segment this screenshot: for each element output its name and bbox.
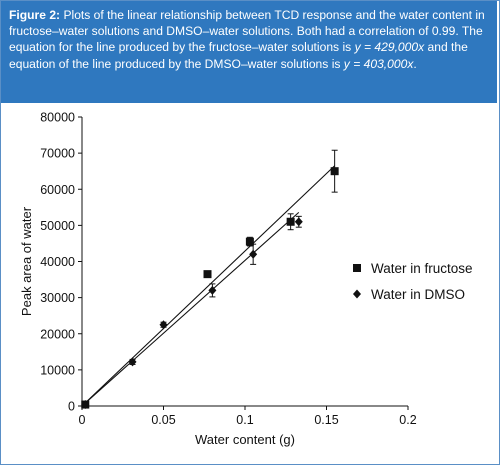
y-tick-label: 60000 (40, 183, 75, 197)
caption-text-3: . (413, 56, 417, 71)
diamond-data-point (159, 320, 168, 330)
diamond-data-point (208, 285, 217, 295)
x-tick-label: 0.05 (151, 413, 175, 427)
legend-label: Water in DMSO (371, 287, 465, 302)
dmso-equation: y = 403,000x (343, 56, 414, 71)
x-tick-label: 0 (79, 413, 86, 427)
y-axis-title: Peak area of water (19, 206, 34, 316)
diamond-data-point (249, 249, 258, 259)
fructose-equation: y = 429,000x (354, 40, 425, 55)
caption-text-2: and the equation of the line produced by… (9, 40, 468, 71)
legend: Water in fructose Water in DMSO (353, 261, 473, 302)
data-markers (81, 167, 339, 410)
trend-lines (84, 165, 336, 404)
y-tick-label: 50000 (40, 219, 75, 233)
figure-caption: Figure 2: Plots of the linear relationsh… (1, 1, 497, 103)
diamond-data-point (128, 357, 137, 367)
y-tick-label: 20000 (40, 327, 75, 341)
y-tick-label: 80000 (40, 111, 75, 125)
error-bars (129, 149, 338, 365)
y-tick-label: 0 (68, 400, 75, 414)
square-data-point (203, 270, 212, 279)
figure-label: Figure 2: (9, 8, 61, 22)
x-axis-ticks: 0 0.05 0.1 0.15 0.2 (79, 406, 417, 427)
x-tick-label: 0.15 (314, 413, 338, 427)
diamond-data-point (81, 400, 90, 410)
legend-diamond-marker (353, 289, 361, 299)
diamond-data-point (294, 217, 303, 227)
x-tick-label: 0.2 (399, 413, 416, 427)
trend-line (84, 211, 300, 404)
legend-square-marker (353, 264, 361, 272)
x-axis-title: Water content (g) (195, 432, 295, 447)
y-axis-ticks: 0 10000 20000 30000 40000 50000 60000 70000 8000… (40, 111, 82, 414)
y-tick-label: 30000 (40, 291, 75, 305)
square-data-point (330, 167, 339, 176)
square-data-point (286, 217, 295, 226)
legend-label: Water in fructose (371, 261, 473, 276)
y-tick-label: 40000 (40, 255, 75, 269)
y-tick-label: 70000 (40, 147, 75, 161)
caption-text-1: Plots of the linear relationship between… (9, 8, 485, 55)
x-tick-label: 0.1 (236, 413, 253, 427)
y-tick-label: 10000 (40, 363, 75, 377)
square-data-point (245, 237, 254, 246)
